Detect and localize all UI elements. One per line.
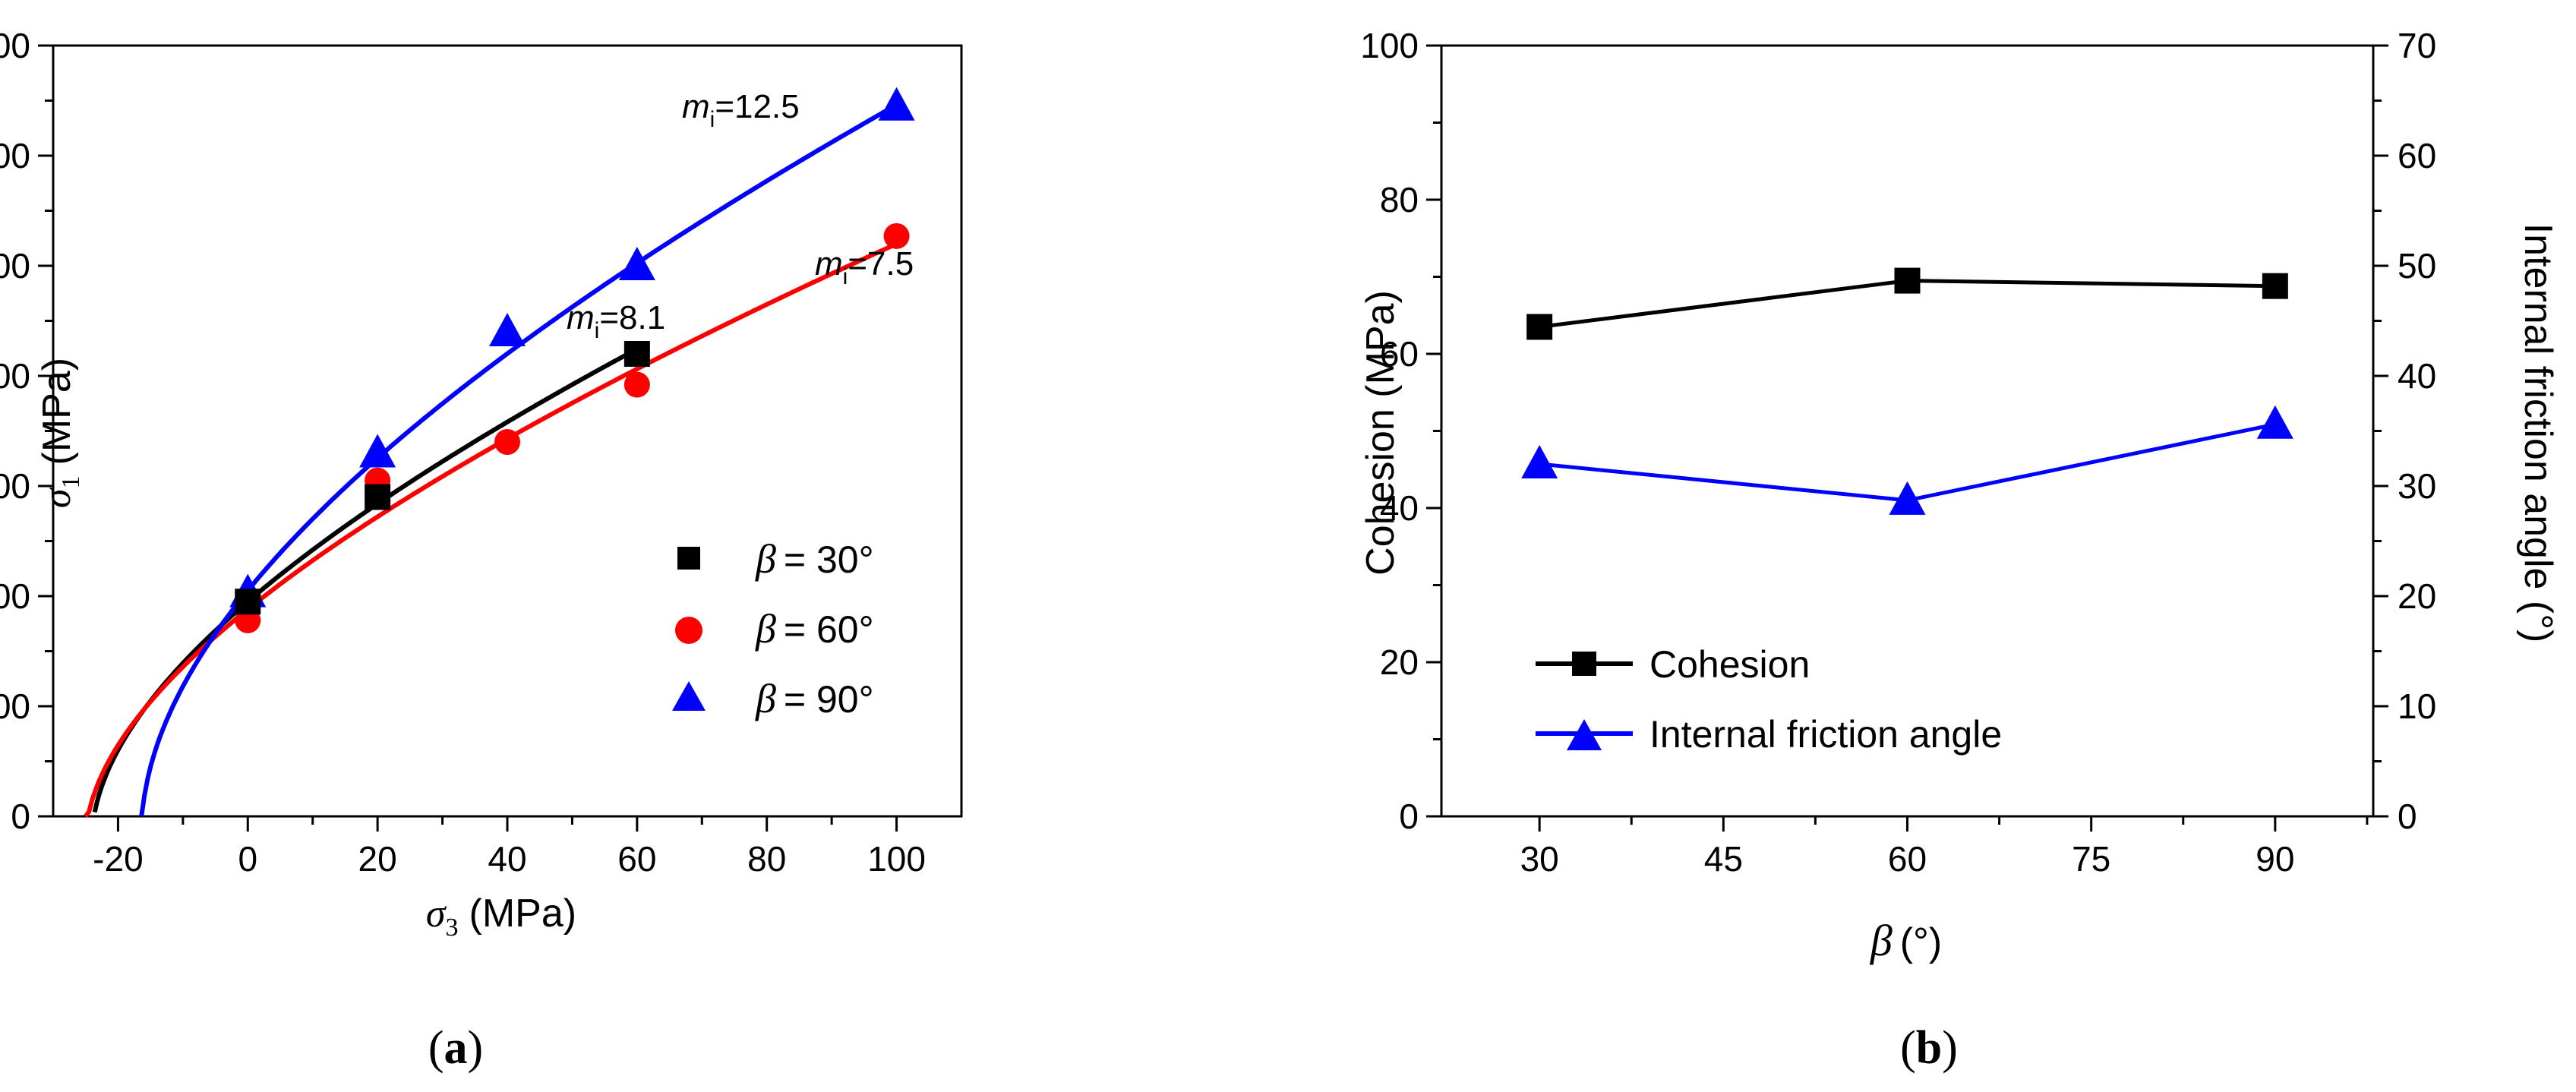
y-tick-label: 200 [0, 576, 30, 616]
y-label-subscript: 1 [57, 475, 85, 488]
y-right-tick-label: 30 [2398, 466, 2436, 506]
legend-label-beta-90: β = 90° [755, 676, 874, 721]
y-tick-label: 300 [0, 466, 30, 506]
point-circle [494, 429, 520, 455]
chart-a-x-axis-label: σ3 (MPa) [426, 892, 576, 942]
y-tick-label: 400 [0, 356, 30, 396]
y-right-tick-label: 50 [2398, 246, 2436, 286]
x-tick-label: 60 [1888, 839, 1927, 879]
point-triangle [618, 247, 655, 280]
chart-a-points [229, 87, 915, 633]
legend-label-cohesion: Cohesion [1649, 643, 1810, 686]
y-left-tick-label: 0 [1399, 797, 1419, 836]
y-right-tick-label: 20 [2398, 576, 2436, 616]
panel-label-b: (b) [1900, 1022, 1958, 1074]
y-right-tick-label: 60 [2398, 136, 2436, 175]
chart-b-x-axis-label: β (°) [1870, 916, 1942, 965]
point-square [623, 341, 650, 367]
panel-label-a: (a) [428, 1022, 483, 1074]
chart-b: 30 45 60 75 90 0 20 40 60 80 100 0 10 20 30 40 50 60 70 β(… [1359, 26, 2560, 1074]
x-label-subscript: 3 [446, 914, 459, 942]
y-left-tick-label: 100 [1360, 26, 1419, 65]
y-right-tick-label: 10 [2398, 686, 2436, 726]
y-label-symbol: σ [36, 487, 79, 508]
point-triangle [1889, 481, 1926, 515]
y-tick-label: 500 [0, 246, 30, 286]
y-tick-label: 100 [0, 686, 30, 726]
y-left-tick-label: 60 [1380, 334, 1419, 374]
point-circle [623, 371, 650, 398]
chart-b-points [1521, 267, 2293, 515]
chart-a-ticks: -20 0 20 40 60 80 100 0 100 200 300 400 500 600 700 [0, 26, 926, 879]
legend-marker-beta-30 [677, 547, 700, 570]
legend-marker-beta-60 [675, 617, 702, 644]
x-tick-label: 30 [1520, 839, 1559, 879]
x-tick-label: 0 [238, 839, 257, 879]
y-tick-label: 0 [11, 797, 30, 836]
point-square [1894, 267, 1921, 294]
annotation-mi-30: mi=8.1 [567, 299, 665, 343]
point-triangle [2256, 405, 2293, 439]
y-left-tick-label: 20 [1380, 642, 1419, 682]
point-triangle [1521, 445, 1558, 478]
fit-curve-0 [92, 346, 639, 813]
point-square [365, 484, 391, 510]
legend-marker-beta-90 [672, 681, 706, 711]
x-tick-label: 20 [358, 839, 397, 879]
chart-b-right-axis-label: Internal friction angle (°) [2516, 223, 2560, 643]
point-square [2262, 273, 2288, 299]
point-square [1526, 314, 1553, 340]
y-tick-label: 700 [0, 26, 30, 65]
chart-a: -200204060801000100200300400500600700 σ3… [0, 26, 963, 1074]
y-label-unit: (MPa) [35, 358, 79, 466]
x-tick-label: 60 [617, 839, 656, 879]
chart-b-legend: Cohesion Internal friction angle [1536, 643, 2002, 756]
x-tick-label: 100 [867, 839, 926, 879]
point-circle [883, 223, 910, 249]
x-tick-label: 75 [2072, 839, 2110, 879]
legend-marker-cohesion [1572, 652, 1596, 676]
y-right-tick-label: 0 [2398, 797, 2417, 836]
chart-b-left-axis-label: Cohesion (MPa) [1359, 290, 1403, 576]
annotation-mi-90: mi=12.5 [682, 88, 800, 132]
y-left-tick-label: 80 [1380, 180, 1419, 219]
chart-b-ticks: 30 45 60 75 90 0 20 40 60 80 100 0 10 20 30 40 50 60 70 [1360, 26, 2436, 879]
y-left-tick-label: 40 [1380, 488, 1419, 528]
chart-a-legend: β = 30° β = 60° β = 90° [672, 536, 874, 721]
y-right-tick-label: 70 [2398, 26, 2436, 65]
x-label-unit: (MPa) [469, 892, 577, 936]
y-tick-label: 600 [0, 136, 30, 175]
point-triangle [489, 313, 526, 346]
x-tick-label: 90 [2256, 839, 2294, 879]
legend-marker-friction [1567, 719, 1602, 750]
legend-label-beta-30: β = 30° [755, 536, 874, 582]
x-tick-label: 80 [747, 839, 786, 879]
legend-label-friction: Internal friction angle [1649, 713, 2002, 756]
y-right-tick-label: 40 [2398, 356, 2436, 396]
x-label-symbol: σ [426, 892, 447, 936]
chart-a-y-axis-label: σ1 (MPa) [35, 358, 85, 508]
annotation-mi-60: mi=7.5 [815, 245, 914, 289]
legend-label-beta-60: β = 60° [755, 606, 874, 652]
point-triangle [359, 434, 396, 468]
chart-b-plot-frame [1440, 44, 2375, 818]
x-tick-label: -20 [93, 839, 143, 879]
fit-curve-1 [84, 241, 898, 818]
x-tick-label: 45 [1704, 839, 1743, 879]
x-tick-label: 40 [488, 839, 526, 879]
chart-b-lines [1539, 279, 2276, 503]
point-triangle [878, 87, 915, 121]
point-square [235, 589, 261, 615]
chart-a-plot-frame [52, 44, 963, 818]
